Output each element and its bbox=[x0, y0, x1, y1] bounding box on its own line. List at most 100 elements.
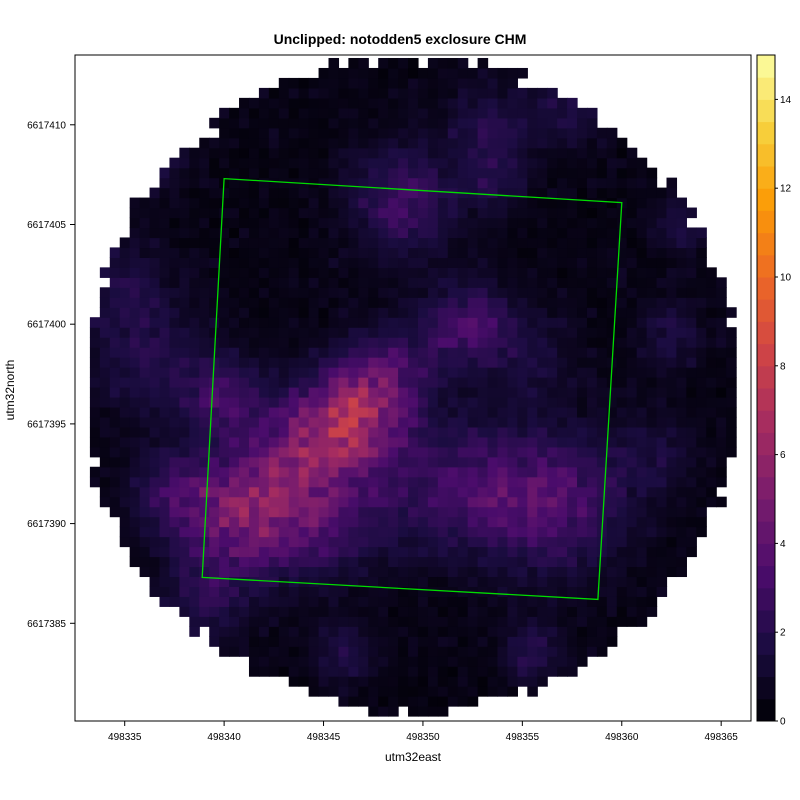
raster-cell bbox=[398, 287, 409, 298]
raster-cell bbox=[457, 526, 469, 538]
raster-cell bbox=[169, 476, 180, 488]
raster-cell bbox=[427, 596, 439, 607]
raster-cell bbox=[258, 147, 270, 159]
raster-cell bbox=[447, 566, 459, 578]
raster-cell bbox=[437, 636, 449, 647]
raster-cell bbox=[636, 426, 648, 438]
raster-cell bbox=[487, 217, 499, 229]
raster-cell bbox=[179, 606, 190, 617]
raster-cell bbox=[199, 387, 210, 398]
raster-cell bbox=[447, 127, 459, 139]
colorbar-segment bbox=[757, 410, 775, 433]
raster-cell bbox=[258, 157, 270, 169]
raster-cell bbox=[497, 137, 509, 149]
raster-cell bbox=[447, 496, 459, 508]
raster-cell bbox=[258, 217, 270, 229]
raster-cell bbox=[109, 396, 121, 408]
raster-cell bbox=[328, 426, 340, 438]
raster-cell bbox=[666, 536, 678, 548]
raster-cell bbox=[477, 87, 489, 99]
raster-cell bbox=[467, 177, 479, 189]
raster-cell bbox=[169, 247, 180, 258]
raster-cell bbox=[507, 257, 518, 268]
raster-cell bbox=[447, 327, 459, 338]
raster-cell bbox=[268, 606, 280, 617]
raster-cell bbox=[348, 666, 359, 677]
raster-cell bbox=[378, 436, 389, 448]
raster-cell bbox=[636, 396, 648, 408]
raster-cell bbox=[567, 317, 578, 328]
raster-cell bbox=[169, 327, 180, 338]
raster-cell bbox=[368, 327, 379, 338]
raster-cell bbox=[487, 157, 499, 169]
raster-cell bbox=[586, 297, 598, 308]
raster-cell bbox=[596, 187, 608, 199]
raster-cell bbox=[557, 347, 568, 358]
raster-cell bbox=[487, 377, 499, 388]
raster-cell bbox=[209, 147, 220, 159]
raster-cell bbox=[378, 656, 389, 667]
raster-cell bbox=[577, 426, 588, 438]
raster-cell bbox=[616, 466, 628, 478]
raster-cell bbox=[239, 456, 250, 468]
raster-cell bbox=[229, 626, 240, 637]
raster-cell bbox=[567, 187, 578, 199]
raster-cell bbox=[358, 357, 369, 368]
raster-cell bbox=[298, 576, 310, 587]
raster-cell bbox=[328, 506, 340, 518]
raster-cell bbox=[129, 387, 141, 398]
colorbar-segment bbox=[757, 654, 775, 678]
raster-cell bbox=[726, 307, 737, 318]
raster-cell bbox=[596, 157, 608, 169]
raster-cell bbox=[358, 496, 369, 508]
raster-cell bbox=[517, 476, 528, 488]
raster-cell bbox=[318, 456, 330, 468]
raster-cell bbox=[517, 127, 528, 139]
raster-cell bbox=[676, 247, 687, 258]
raster-cell bbox=[308, 357, 320, 368]
raster-cell bbox=[507, 227, 518, 239]
raster-cell bbox=[586, 277, 598, 288]
raster-cell bbox=[706, 396, 717, 408]
raster-cell bbox=[417, 486, 429, 498]
raster-cell bbox=[467, 466, 479, 478]
raster-cell bbox=[179, 416, 190, 428]
raster-cell bbox=[477, 526, 489, 538]
raster-cell bbox=[606, 486, 618, 498]
raster-cell bbox=[567, 387, 578, 398]
raster-cell bbox=[149, 506, 161, 518]
raster-cell bbox=[537, 317, 548, 328]
raster-cell bbox=[467, 337, 479, 348]
raster-cell bbox=[487, 137, 499, 149]
raster-cell bbox=[557, 237, 568, 249]
raster-cell bbox=[457, 656, 469, 667]
raster-cell bbox=[586, 566, 598, 578]
raster-cell bbox=[726, 347, 737, 358]
raster-cell bbox=[716, 287, 727, 298]
raster-cell bbox=[527, 546, 538, 558]
raster-cell bbox=[626, 516, 638, 528]
raster-cell bbox=[557, 317, 568, 328]
raster-cell bbox=[248, 636, 260, 647]
raster-cell bbox=[616, 307, 628, 318]
raster-cell bbox=[437, 57, 449, 69]
raster-cell bbox=[229, 426, 240, 438]
raster-cell bbox=[368, 77, 379, 89]
raster-cell bbox=[129, 367, 141, 378]
raster-cell bbox=[388, 287, 399, 298]
raster-cell bbox=[726, 367, 737, 378]
raster-cell bbox=[606, 177, 618, 189]
raster-cell bbox=[646, 466, 658, 478]
raster-cell bbox=[567, 666, 578, 677]
raster-cell bbox=[577, 516, 588, 528]
raster-cell bbox=[348, 227, 359, 239]
raster-cell bbox=[567, 297, 578, 308]
raster-cell bbox=[487, 396, 499, 408]
raster-cell bbox=[278, 606, 290, 617]
raster-cell bbox=[268, 157, 280, 169]
raster-cell bbox=[636, 456, 648, 468]
raster-cell bbox=[537, 197, 548, 209]
raster-cell bbox=[447, 576, 459, 587]
raster-cell bbox=[547, 237, 558, 249]
raster-cell bbox=[567, 267, 578, 278]
